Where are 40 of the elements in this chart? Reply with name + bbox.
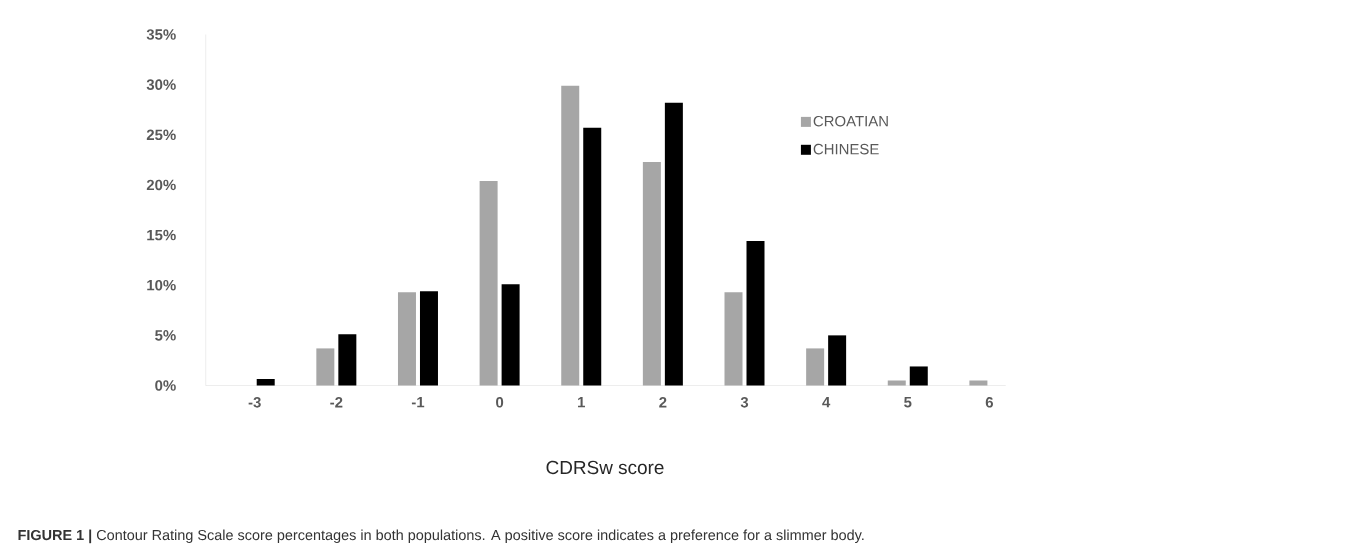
x-tick-label: -3 <box>248 397 261 408</box>
x-tick-label: 1 <box>578 397 585 408</box>
bar <box>828 335 847 386</box>
bar <box>397 292 416 386</box>
bar <box>746 241 765 386</box>
bar <box>664 102 683 386</box>
y-tick-label: 15% <box>147 229 176 241</box>
x-tick-label: -1 <box>411 397 425 408</box>
bar <box>724 292 743 386</box>
y-tick-label: 30% <box>146 79 176 90</box>
bar <box>419 291 438 386</box>
y-tick-label: 20% <box>146 179 176 191</box>
bar <box>256 378 275 386</box>
legend-label: CROATIAN <box>813 115 888 127</box>
y-tick-label: 35% <box>146 29 176 40</box>
x-tick-label: 2 <box>659 397 667 408</box>
y-tick-label: 25% <box>146 129 176 141</box>
x-tick-label: 6 <box>985 397 994 408</box>
bar <box>316 348 335 386</box>
bar <box>338 334 357 386</box>
text: FIGURE 1 | Contour Rating Scale score percentages in both populations. A positive score indicates a preference for a slimmer body. <box>18 529 864 544</box>
bar <box>887 380 906 386</box>
y-tick-label: 0% <box>155 380 176 391</box>
bar <box>583 127 602 386</box>
x-tick-label: 4 <box>822 397 831 408</box>
bar <box>501 284 520 386</box>
x-tick-label: -2 <box>330 397 343 408</box>
y-tick-label: 10% <box>147 279 176 291</box>
x-tick-label: 3 <box>740 397 749 408</box>
bar <box>642 161 661 386</box>
legend-label: CHINESE <box>813 143 879 155</box>
bar <box>969 380 988 386</box>
bar <box>479 180 498 386</box>
bar <box>806 348 825 386</box>
x-tick-label: 0 <box>496 397 504 408</box>
bar <box>909 366 928 386</box>
x-axis-title: CDRSw score <box>546 460 664 475</box>
x-tick-label: 5 <box>904 397 912 408</box>
bar <box>561 85 580 386</box>
y-tick-label: 5% <box>155 330 176 341</box>
